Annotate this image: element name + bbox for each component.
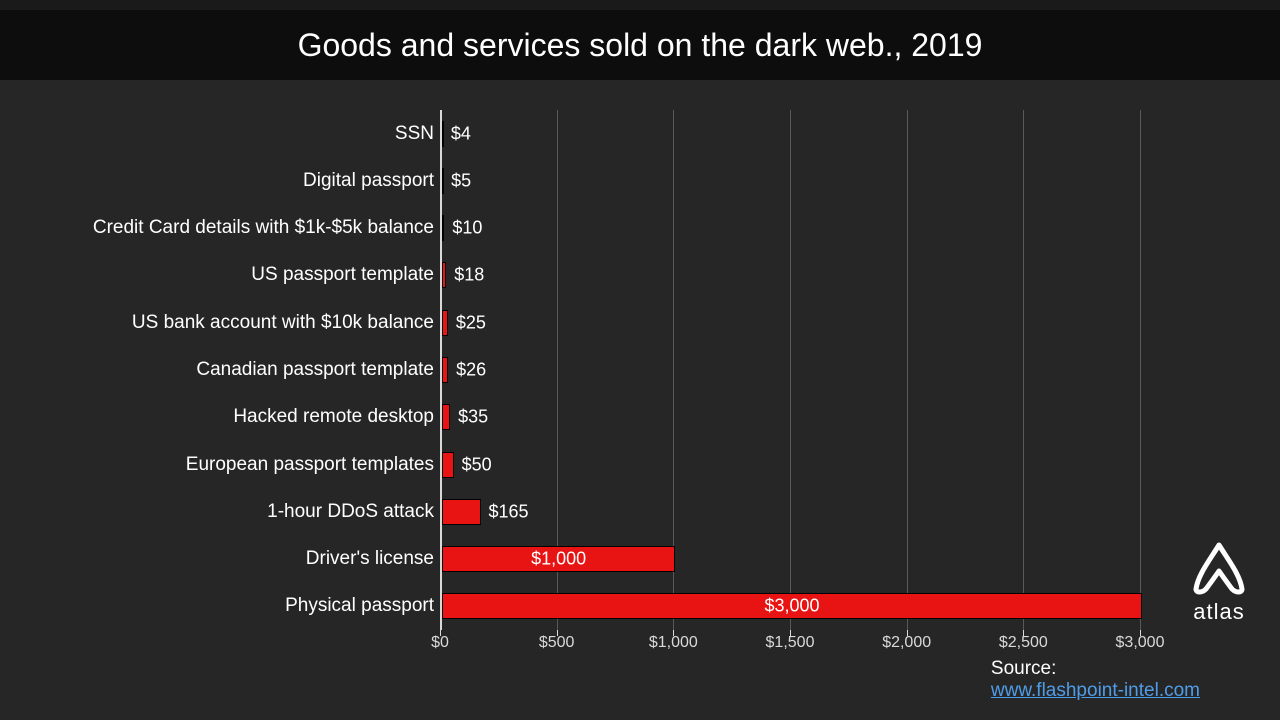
gridline — [1140, 110, 1141, 630]
value-label: $3,000 — [764, 596, 819, 617]
chart: $0$500$1,000$1,500$2,000$2,500$3,000SSN$… — [0, 80, 1280, 720]
value-label: $10 — [452, 218, 482, 239]
x-tick-label: $1,500 — [766, 634, 815, 652]
category-label: Driver's license — [4, 548, 434, 570]
source-link[interactable]: www.flashpoint-intel.com — [991, 680, 1200, 701]
value-label: $26 — [456, 360, 486, 381]
bar — [442, 168, 444, 194]
page-title: Goods and services sold on the dark web.… — [298, 27, 983, 64]
category-label: Hacked remote desktop — [4, 406, 434, 428]
bar — [442, 121, 444, 147]
value-label: $18 — [454, 265, 484, 286]
value-label: $4 — [451, 123, 471, 144]
bar-row: Hacked remote desktop$35 — [440, 399, 1140, 435]
bar-row: US bank account with $10k balance$25 — [440, 305, 1140, 341]
value-label: $25 — [456, 312, 486, 333]
bar — [442, 262, 446, 288]
bar — [442, 499, 481, 525]
title-band: Goods and services sold on the dark web.… — [0, 10, 1280, 80]
bar-row: Driver's license$1,000 — [440, 541, 1140, 577]
top-strip — [0, 0, 1280, 10]
logo: atlas — [1188, 541, 1250, 625]
bar — [442, 452, 454, 478]
bar-row: 1-hour DDoS attack$165 — [440, 494, 1140, 530]
logo-text: atlas — [1188, 599, 1250, 625]
value-label: $5 — [451, 170, 471, 191]
bar — [442, 357, 448, 383]
value-label: $50 — [462, 454, 492, 475]
atlas-logo-icon — [1188, 541, 1250, 597]
plot-area: $0$500$1,000$1,500$2,000$2,500$3,000SSN$… — [440, 110, 1140, 630]
category-label: US passport template — [4, 264, 434, 286]
category-label: Digital passport — [4, 170, 434, 192]
x-tick-label: $2,000 — [882, 634, 931, 652]
category-label: US bank account with $10k balance — [4, 312, 434, 334]
x-tick-label: $1,000 — [649, 634, 698, 652]
category-label: Credit Card details with $1k-$5k balance — [4, 217, 434, 239]
bar — [442, 215, 444, 241]
category-label: European passport templates — [4, 454, 434, 476]
value-label: $165 — [489, 501, 529, 522]
category-label: SSN — [4, 123, 434, 145]
bar-row: SSN$4 — [440, 116, 1140, 152]
value-label: $35 — [458, 407, 488, 428]
value-label: $1,000 — [531, 549, 586, 570]
bar-row: European passport templates$50 — [440, 447, 1140, 483]
bar-row: Credit Card details with $1k-$5k balance… — [440, 210, 1140, 246]
bar-row: US passport template$18 — [440, 257, 1140, 293]
category-label: Canadian passport template — [4, 359, 434, 381]
x-tick-label: $0 — [431, 634, 449, 652]
category-label: 1-hour DDoS attack — [4, 501, 434, 523]
category-label: Physical passport — [4, 595, 434, 617]
x-tick-label: $500 — [539, 634, 575, 652]
bar — [442, 404, 450, 430]
source-label: Source: — [991, 658, 1056, 679]
x-tick-label: $2,500 — [999, 634, 1048, 652]
bar — [442, 310, 448, 336]
bar-row: Digital passport$5 — [440, 163, 1140, 199]
x-tick-label: $3,000 — [1116, 634, 1165, 652]
bar-row: Physical passport$3,000 — [440, 588, 1140, 624]
bar-row: Canadian passport template$26 — [440, 352, 1140, 388]
source: Source: www.flashpoint-intel.com — [991, 658, 1200, 702]
